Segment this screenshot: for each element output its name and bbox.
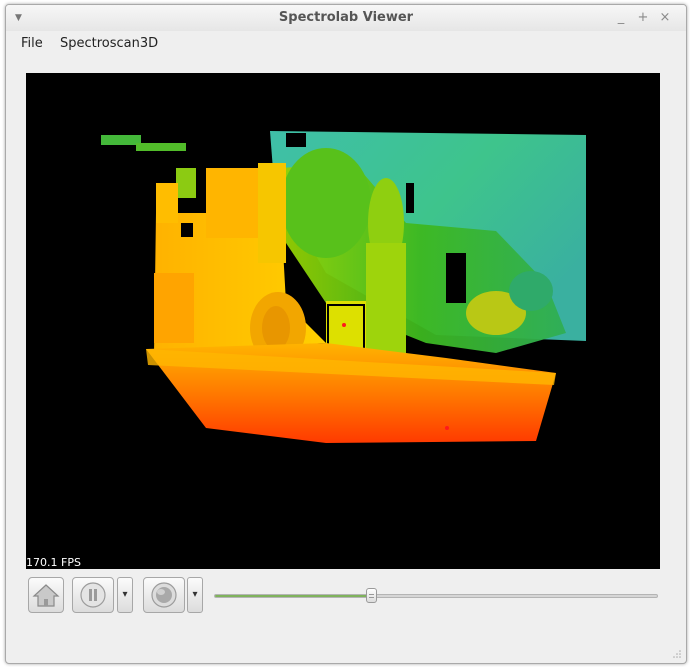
depth-view[interactable]: 170.1 FPS (26, 73, 660, 569)
triangle-down-icon[interactable]: ▼ (15, 13, 22, 23)
close-button[interactable]: × (659, 10, 671, 25)
resize-grip-icon[interactable] (672, 649, 682, 659)
pause-button[interactable] (72, 577, 114, 613)
maximize-button[interactable]: + (637, 10, 649, 25)
home-button[interactable] (28, 577, 64, 613)
record-dropdown-button[interactable]: ▾ (187, 577, 203, 613)
menu-bar: File Spectroscan3D (6, 32, 686, 56)
timeline-slider-fill (215, 595, 372, 597)
home-icon (32, 584, 60, 607)
pause-icon (80, 582, 106, 608)
record-button[interactable] (143, 577, 185, 613)
title-bar: ▼ Spectrolab Viewer _ + × (6, 5, 686, 31)
timeline-slider-handle[interactable] (366, 588, 378, 603)
window-title: Spectrolab Viewer (278, 10, 414, 25)
record-icon (151, 582, 177, 608)
minimize-button[interactable]: _ (617, 10, 625, 25)
pause-dropdown-button[interactable]: ▾ (117, 577, 133, 613)
fps-counter: 170.1 FPS (26, 556, 81, 569)
menu-spectroscan3d[interactable]: Spectroscan3D (60, 36, 159, 51)
timeline-slider-track[interactable] (214, 594, 658, 598)
depth-image (101, 131, 586, 443)
menu-file[interactable]: File (21, 36, 43, 51)
app-window: ▼ Spectrolab Viewer _ + × File Spectrosc… (5, 4, 687, 664)
